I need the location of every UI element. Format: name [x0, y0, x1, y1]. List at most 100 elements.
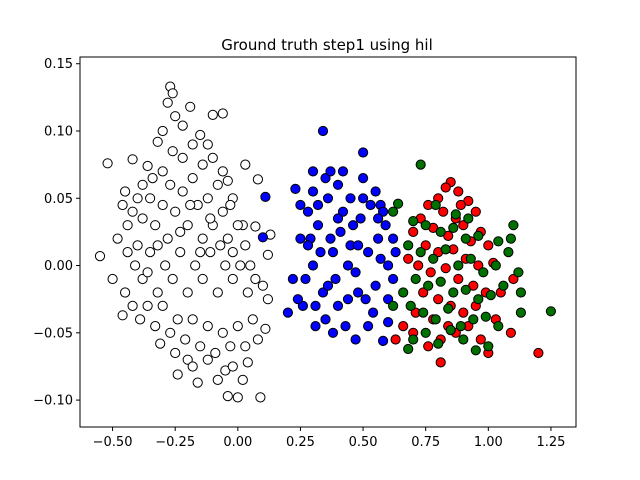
- scatter-point: [383, 260, 394, 271]
- scatter-point: [453, 273, 464, 285]
- scatter-point: [545, 306, 557, 317]
- scatter-point: [515, 287, 527, 298]
- scatter-point: [360, 294, 371, 305]
- scatter-point: [222, 175, 233, 186]
- scatter-point: [295, 199, 306, 211]
- scatter-point: [240, 341, 251, 352]
- y-tick-label: 0.05: [44, 192, 73, 207]
- scatter-point: [155, 338, 166, 349]
- scatter-point: [458, 307, 469, 318]
- scatter-point: [408, 334, 419, 345]
- scatter-point: [380, 220, 391, 231]
- scatter-point: [242, 287, 253, 298]
- scatter-point: [420, 240, 431, 251]
- scatter-point: [433, 294, 444, 305]
- scatter-point: [180, 334, 191, 345]
- scatter-point: [142, 267, 153, 278]
- scatter-point: [145, 247, 156, 258]
- scatter-point: [348, 220, 359, 231]
- scatter-point: [390, 247, 401, 258]
- scatter-point: [197, 233, 208, 244]
- scatter-point: [423, 341, 434, 352]
- scatter-point: [127, 300, 138, 311]
- scatter-point: [435, 357, 446, 368]
- x-tick-label: −0.50: [93, 435, 133, 450]
- scatter-point: [202, 321, 213, 332]
- scatter-point: [325, 166, 336, 177]
- scatter-point: [325, 233, 336, 244]
- scatter-point: [353, 240, 364, 251]
- scatter-point: [225, 199, 236, 211]
- scatter-point: [120, 287, 131, 298]
- scatter-point: [480, 311, 491, 322]
- scatter-point: [262, 294, 273, 305]
- scatter-point: [202, 193, 213, 204]
- scatter-point: [355, 213, 366, 224]
- scatter-point: [227, 273, 238, 285]
- scatter-point: [202, 139, 213, 150]
- scatter-point: [307, 260, 319, 271]
- x-tick-label: 0.00: [223, 435, 252, 450]
- scatter-point: [475, 334, 486, 345]
- scatter-point: [322, 280, 334, 291]
- scatter-point: [443, 303, 454, 314]
- scatter-point: [112, 233, 123, 244]
- scatter-point: [257, 280, 268, 291]
- scatter-point: [440, 182, 451, 193]
- scatter-point: [410, 273, 421, 285]
- scatter-point: [187, 361, 198, 372]
- scatter-point: [342, 260, 354, 271]
- scatter-point: [440, 244, 451, 255]
- points-layer: [94, 81, 557, 403]
- scatter-point: [205, 247, 216, 258]
- scatter-point: [307, 186, 319, 197]
- scatter-point: [458, 334, 469, 345]
- scatter-point: [322, 193, 334, 204]
- scatter-point: [353, 287, 364, 298]
- scatter-point: [463, 213, 474, 224]
- scatter-point: [94, 251, 106, 262]
- scatter-point: [458, 220, 469, 231]
- scatter-point: [217, 206, 228, 217]
- scatter-point: [398, 287, 409, 298]
- scatter-point: [420, 327, 431, 338]
- plot-frame: [79, 56, 577, 428]
- scatter-point: [368, 307, 379, 318]
- scatter-point: [378, 206, 389, 217]
- scatter-point: [232, 392, 243, 403]
- scatter-point: [225, 341, 236, 352]
- scatter-point: [212, 179, 223, 190]
- scatter-point: [182, 354, 193, 365]
- scatter-point: [490, 260, 501, 271]
- scatter-point: [455, 321, 466, 332]
- scatter-point: [403, 240, 414, 251]
- scatter-point: [177, 120, 188, 131]
- scatter-point: [207, 109, 218, 121]
- scatter-point: [383, 317, 394, 328]
- scatter-point: [358, 193, 369, 204]
- scatter-point: [220, 260, 231, 271]
- scatter-point: [237, 374, 248, 385]
- scatter-point: [197, 273, 208, 285]
- scatter-point: [217, 108, 228, 119]
- scatter-point: [345, 193, 356, 204]
- scatter-point: [260, 323, 271, 334]
- scatter-point: [418, 287, 429, 298]
- scatter-point: [187, 139, 198, 150]
- scatter-point: [177, 152, 188, 163]
- scatter-point: [252, 174, 263, 185]
- scatter-point: [152, 287, 163, 298]
- scatter-point: [335, 226, 346, 237]
- scatter-point: [470, 345, 481, 356]
- chart-title: Ground truth step1 using hil: [221, 36, 433, 54]
- scatter-point: [127, 154, 138, 165]
- scatter-point: [195, 129, 206, 141]
- scatter-point: [182, 220, 193, 231]
- scatter-point: [152, 240, 163, 251]
- scatter-point: [358, 147, 369, 158]
- scatter-point: [157, 125, 168, 137]
- scatter-point: [142, 300, 153, 311]
- scatter-point: [192, 377, 203, 388]
